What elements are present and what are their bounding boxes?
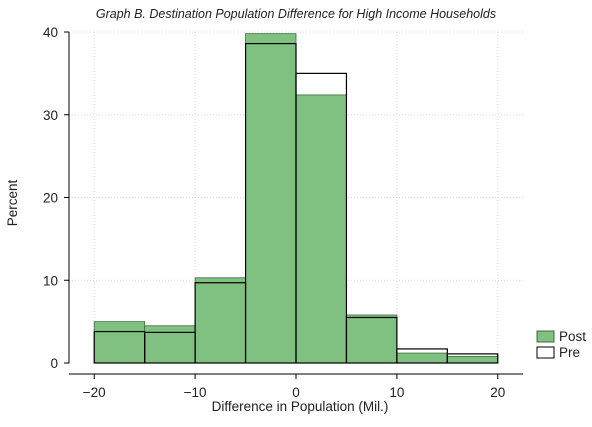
bar-pre xyxy=(446,353,499,364)
bar-post xyxy=(446,355,499,364)
legend: Post Pre xyxy=(536,329,586,360)
x-tick-label: 20 xyxy=(490,385,505,400)
series-pre xyxy=(93,42,499,364)
bar-pre xyxy=(295,72,348,364)
chart-title: Graph B. Destination Population Differen… xyxy=(96,7,496,21)
legend-swatch-post xyxy=(536,330,555,343)
x-tick-label: 10 xyxy=(389,385,404,400)
bar-pre xyxy=(345,316,398,364)
y-axis-label: Percent xyxy=(5,179,20,226)
y-tick-label: 30 xyxy=(43,108,58,123)
legend-label-pre: Pre xyxy=(559,345,580,360)
y-tick-label: 40 xyxy=(43,25,58,40)
axes: 0 10 20 30 40 −20 −10 0 10 20 xyxy=(43,25,523,400)
legend-swatch-pre xyxy=(536,346,555,359)
x-axis-label: Difference in Population (Mil.) xyxy=(212,399,389,414)
x-tick-label: −10 xyxy=(184,385,207,400)
y-tick-label: 10 xyxy=(43,273,58,288)
x-tick-label: 0 xyxy=(292,385,300,400)
y-tick-label: 0 xyxy=(50,356,58,371)
legend-label-post: Post xyxy=(559,329,586,344)
bar-post xyxy=(295,94,347,364)
bar-post xyxy=(396,352,448,364)
x-tick-label: −20 xyxy=(83,385,106,400)
bar-post xyxy=(245,33,297,364)
y-tick-label: 20 xyxy=(43,191,58,206)
bar-post xyxy=(194,277,246,364)
bar-post xyxy=(144,325,196,364)
bar-post xyxy=(346,314,398,364)
bar-post xyxy=(93,321,146,364)
